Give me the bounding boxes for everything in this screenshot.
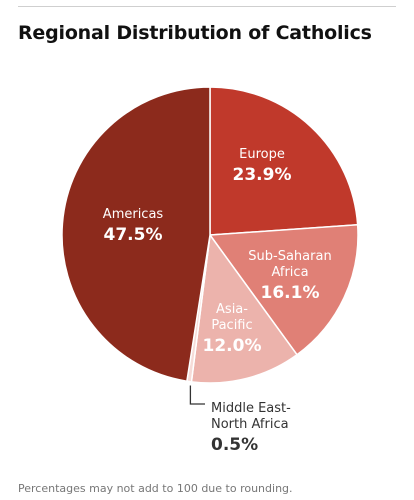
slice-name-text: Sub-Saharan xyxy=(248,249,331,264)
top-divider xyxy=(18,6,396,7)
slice-value-text: 0.5% xyxy=(211,435,258,455)
slice-name-text: Africa xyxy=(271,265,308,280)
pie-slice-europe xyxy=(209,86,359,236)
slice-name-text: Asia- xyxy=(216,302,248,317)
pie-slice-americas xyxy=(61,86,211,383)
slice-value-text: 47.5% xyxy=(104,225,163,245)
slice-label-americas: Americas 47.5% xyxy=(103,207,164,245)
pie-labels: Europe23.9%Sub-SaharanAfrica16.1%Asia-Pa… xyxy=(103,147,332,455)
slice-label-asia-pacific: Asia-Pacific 12.0% xyxy=(203,302,262,356)
slice-name-text: Middle East- xyxy=(211,401,291,416)
chart-title: Regional Distribution of Catholics xyxy=(18,22,372,44)
slice-label-middle-east-north-africa: Middle East-North Africa 0.5% xyxy=(189,385,291,455)
callout-line xyxy=(189,385,205,405)
slice-value-text: 16.1% xyxy=(261,283,320,303)
footnote: Percentages may not add to 100 due to ro… xyxy=(18,482,293,495)
pie-slice-asia-pacific xyxy=(190,233,299,384)
slice-value-text: 12.0% xyxy=(203,336,262,356)
slice-label-europe: Europe 23.9% xyxy=(233,147,292,185)
slice-name-text: Pacific xyxy=(211,318,252,333)
slice-name-text: Americas xyxy=(103,207,164,222)
pie-slice-sub-saharan-africa xyxy=(208,223,359,356)
slice-value-text: 23.9% xyxy=(233,165,292,185)
pie-slices xyxy=(61,86,359,384)
slice-name-text: North Africa xyxy=(211,417,289,432)
slice-name-text: Europe xyxy=(239,147,285,162)
